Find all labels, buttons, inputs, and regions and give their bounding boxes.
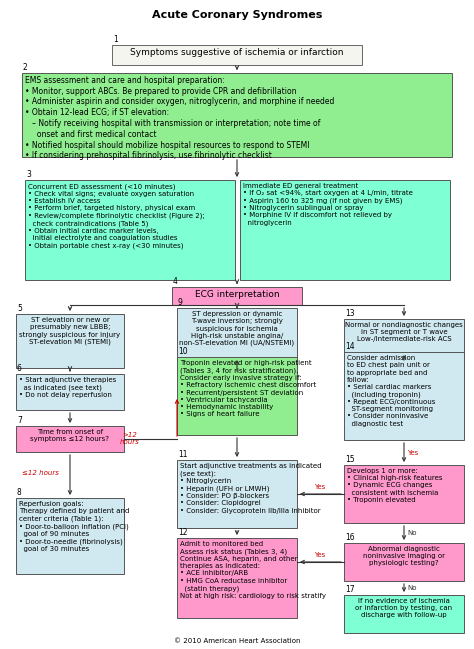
Text: 15: 15 <box>345 455 355 464</box>
Text: • Start adjunctive therapies
  as indicated (see text)
• Do not delay reperfusio: • Start adjunctive therapies as indicate… <box>19 377 116 398</box>
Text: Symptoms suggestive of ischemia or infarction: Symptoms suggestive of ischemia or infar… <box>130 48 344 57</box>
Text: >12
hours: >12 hours <box>120 432 140 445</box>
Text: Develops 1 or more:
• Clinical high-risk features
• Dynamic ECG changes
  consis: Develops 1 or more: • Clinical high-risk… <box>347 468 443 503</box>
Text: No: No <box>407 585 417 591</box>
Text: 2: 2 <box>23 63 28 72</box>
Text: ST elevation or new or
presumably new LBBB;
strongly suspicious for injury
ST-el: ST elevation or new or presumably new LB… <box>19 317 120 345</box>
FancyBboxPatch shape <box>344 465 464 523</box>
Text: 10: 10 <box>178 347 188 356</box>
Text: Concurrent ED assessment (<10 minutes)
• Check vital signs; evaluate oxygen satu: Concurrent ED assessment (<10 minutes) •… <box>28 183 205 249</box>
Text: EMS assessment and care and hospital preparation:
• Monitor, support ABCs. Be pr: EMS assessment and care and hospital pre… <box>25 76 334 160</box>
Text: Yes: Yes <box>314 484 326 490</box>
FancyBboxPatch shape <box>16 498 124 574</box>
Text: ≤12 hours: ≤12 hours <box>21 470 58 476</box>
FancyBboxPatch shape <box>177 538 297 618</box>
FancyBboxPatch shape <box>177 460 297 528</box>
Text: Admit to monitored bed
Assess risk status (Tables 3, 4)
Continue ASA, heparin, a: Admit to monitored bed Assess risk statu… <box>180 541 326 599</box>
FancyBboxPatch shape <box>16 374 124 410</box>
Text: 1: 1 <box>113 35 118 44</box>
Text: Normal or nondiagnostic changes
in ST segment or T wave
Low-/Intermediate-risk A: Normal or nondiagnostic changes in ST se… <box>345 322 463 343</box>
Text: 3: 3 <box>26 170 31 179</box>
Text: Reperfusion goals:
Therapy defined by patient and
center criteria (Table 1):
• D: Reperfusion goals: Therapy defined by pa… <box>19 501 129 552</box>
Text: No: No <box>407 530 417 536</box>
Text: 17: 17 <box>345 585 355 594</box>
FancyBboxPatch shape <box>240 180 450 280</box>
Text: 14: 14 <box>345 342 355 351</box>
FancyBboxPatch shape <box>177 357 297 435</box>
Text: Immediate ED general treatment
• If O₂ sat <94%, start oxygen at 4 L/min, titrat: Immediate ED general treatment • If O₂ s… <box>243 183 413 226</box>
Text: Troponin elevated or high-risk patient
(Tables 3, 4 for risk stratification).
Co: Troponin elevated or high-risk patient (… <box>180 360 316 417</box>
Text: Yes: Yes <box>407 450 418 456</box>
FancyBboxPatch shape <box>344 352 464 440</box>
FancyBboxPatch shape <box>112 45 362 65</box>
FancyBboxPatch shape <box>344 543 464 581</box>
FancyBboxPatch shape <box>172 287 302 305</box>
Text: © 2010 American Heart Association: © 2010 American Heart Association <box>174 638 300 644</box>
Text: Start adjunctive treatments as indicated
(see text):
• Nitroglycerin
• Heparin (: Start adjunctive treatments as indicated… <box>180 463 321 513</box>
Text: 11: 11 <box>178 450 188 459</box>
FancyBboxPatch shape <box>344 319 464 363</box>
Text: Acute Coronary Syndromes: Acute Coronary Syndromes <box>152 10 322 20</box>
Text: 9: 9 <box>178 298 183 307</box>
FancyBboxPatch shape <box>16 426 124 452</box>
Text: Time from onset of
symptoms ≤12 hours?: Time from onset of symptoms ≤12 hours? <box>30 429 109 442</box>
Text: 7: 7 <box>17 416 22 425</box>
FancyBboxPatch shape <box>22 73 452 157</box>
Text: ST depression or dynamic
T-wave inversion; strongly
suspicious for ischemia
High: ST depression or dynamic T-wave inversio… <box>180 311 294 347</box>
Text: 6: 6 <box>17 364 22 373</box>
Text: Yes: Yes <box>314 552 326 558</box>
Text: ECG interpretation: ECG interpretation <box>195 290 279 299</box>
Text: 12: 12 <box>178 528 188 537</box>
Text: If no evidence of ischemia
or infarction by testing, can
discharge with follow-u: If no evidence of ischemia or infarction… <box>356 598 453 618</box>
Text: 8: 8 <box>17 488 22 497</box>
FancyBboxPatch shape <box>177 308 297 374</box>
FancyBboxPatch shape <box>25 180 235 280</box>
Text: Abnormal diagnostic
noninvasive imaging or
physiologic testing?: Abnormal diagnostic noninvasive imaging … <box>363 546 445 567</box>
Text: 16: 16 <box>345 533 355 542</box>
Text: Consider admission
to ED chest pain unit or
to appropriate bed and
follow:
• Ser: Consider admission to ED chest pain unit… <box>347 355 436 427</box>
Text: 13: 13 <box>345 309 355 318</box>
FancyBboxPatch shape <box>344 595 464 633</box>
Text: 5: 5 <box>17 304 22 313</box>
Text: 4: 4 <box>173 277 178 286</box>
FancyBboxPatch shape <box>16 314 124 368</box>
